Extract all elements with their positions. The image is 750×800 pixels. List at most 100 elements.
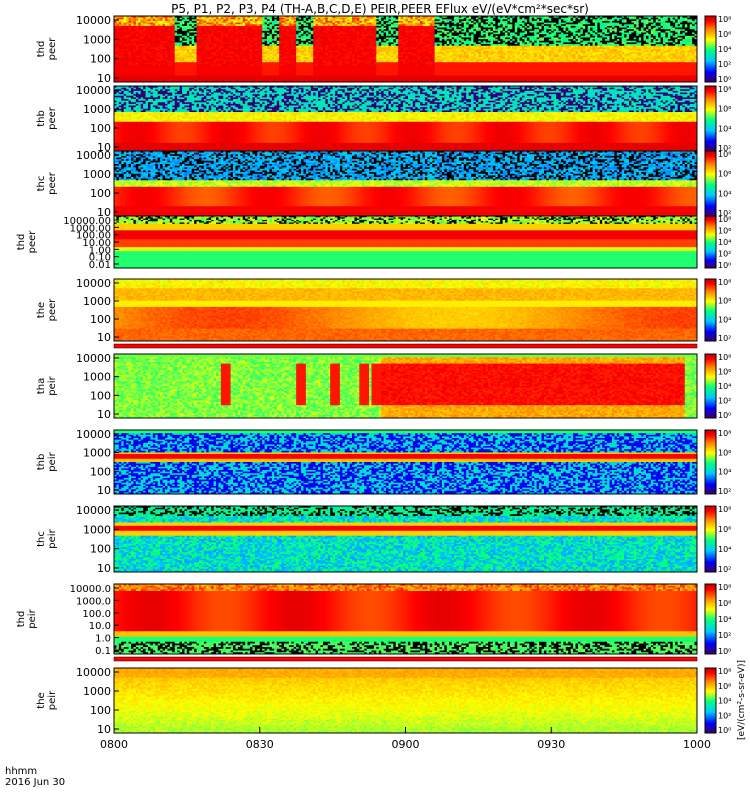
colorbar-tick-label: 10⁴ — [718, 468, 731, 477]
colorbar-tick-label: 10² — [718, 60, 731, 69]
spectrogram-image — [114, 506, 697, 572]
colorbar-tick-label: 10⁴ — [718, 545, 731, 554]
colorbar-tick-label: 10⁴ — [718, 315, 731, 324]
colorbar-tick-label: 10⁰ — [718, 261, 731, 270]
panel-label: thbpeer — [36, 106, 58, 130]
colorbar-tick-label: 10⁸ — [718, 667, 731, 676]
y-tick-label: 100 — [90, 313, 111, 326]
y-tick-label: 10.0 — [89, 621, 111, 632]
y-tick-label: 1000 — [83, 295, 111, 308]
colorbar — [705, 584, 716, 654]
panel-label: thbpeir — [36, 451, 58, 471]
colorbar-tick-label: 10⁰ — [718, 726, 731, 735]
y-tick-label: 1000 — [83, 447, 111, 460]
spectrogram-image — [114, 216, 697, 268]
colorbar-tick-label: 10⁶ — [718, 170, 731, 179]
colorbar — [705, 668, 716, 733]
y-tick-label: 10000 — [76, 352, 111, 365]
y-tick-label: 100 — [90, 465, 111, 478]
panel-label-line: peer — [47, 298, 58, 322]
colorbar-tick-label: 10⁴ — [718, 382, 731, 391]
colorbar-tick-label: 10² — [718, 711, 731, 720]
colorbar-tick-label: 10⁸ — [718, 278, 731, 287]
colorbar-tick-label: 10² — [718, 250, 731, 259]
y-tick-label: 10000 — [76, 14, 111, 27]
y-tick-label: 10000 — [76, 277, 111, 290]
spectrogram-image — [114, 279, 697, 341]
y-tick-label: 10000 — [76, 504, 111, 517]
colorbar-tick-label: 10⁴ — [718, 45, 731, 54]
colorbar-tick-label: 10⁶ — [718, 599, 731, 608]
panel-label-line: peir — [47, 690, 58, 710]
colorbar-tick-label: 10⁰ — [718, 75, 731, 84]
y-tick-label: 10 — [97, 331, 111, 344]
panel-label-line: peir — [47, 375, 58, 395]
y-tick-label: 10 — [97, 723, 111, 736]
spectrogram-image — [114, 86, 697, 151]
y-tick-label: 1000.0 — [76, 596, 111, 607]
colorbar-tick-label: 10⁶ — [718, 368, 731, 377]
panel-label: thcpeir — [36, 528, 58, 548]
panel-label: thcpeer — [36, 171, 58, 195]
panel-label-line: the — [36, 692, 47, 708]
spectrogram-image — [114, 16, 697, 82]
panel-label: thapeir — [36, 375, 58, 395]
panel-label-line: thd — [16, 611, 27, 628]
panel-separator — [114, 344, 697, 348]
panel-9: 10000.01000.0100.010.01.00.1thdpeir10⁸10… — [16, 583, 731, 657]
colorbar-tick-label: 10⁸ — [718, 583, 731, 592]
colorbar-tick-label: 10⁶ — [718, 448, 731, 457]
panel-separator — [114, 657, 697, 661]
y-tick-label: 1000 — [83, 371, 111, 384]
colorbar-tick-label: 10⁴ — [718, 238, 731, 247]
panel-label-line: thd — [16, 234, 27, 251]
colorbar — [705, 216, 716, 268]
panel-label-line: thc — [36, 176, 47, 192]
y-tick-label: 1.0 — [95, 634, 111, 645]
colorbar — [705, 506, 716, 572]
panel-label: thepeer — [36, 298, 58, 322]
panel-label: thdpeer — [16, 230, 38, 254]
y-tick-label: 0.1 — [95, 646, 111, 657]
x-tick-label: 1000 — [683, 738, 711, 751]
colorbar-tick-label: 10² — [718, 631, 731, 640]
spectrogram-image — [114, 584, 697, 654]
panel-label-line: tha — [36, 378, 47, 394]
y-tick-label: 1000 — [83, 33, 111, 46]
colorbar-tick-label: 10² — [718, 397, 731, 406]
spectrogram-image — [114, 354, 697, 418]
x-tick-label: 0930 — [537, 738, 565, 751]
colorbar-tick-label: 10² — [718, 487, 731, 496]
colorbar — [705, 86, 716, 151]
x-label-hhmm: hhmm — [5, 766, 37, 777]
y-tick-label: 100 — [90, 187, 111, 200]
x-tick-label: 0830 — [246, 738, 274, 751]
y-tick-label: 100 — [90, 543, 111, 556]
y-tick-label: 10000 — [76, 149, 111, 162]
colorbar-tick-label: 10⁶ — [718, 30, 731, 39]
colorbar-tick-label: 10⁶ — [718, 682, 731, 691]
colorbar-tick-label: 10⁰ — [718, 647, 731, 656]
colorbar-tick-label: 10⁸ — [718, 353, 731, 362]
y-tick-label: 10000.0 — [70, 584, 111, 595]
panel-label-line: peir — [47, 528, 58, 548]
colorbar-label: [eV/(cm²-s-sr-eV)] — [737, 660, 747, 740]
colorbar-tick-label: 10⁸ — [718, 429, 731, 438]
x-label-date: 2016 Jun 30 — [5, 777, 65, 788]
colorbar-tick-label: 10⁶ — [718, 525, 731, 534]
panel-label: thdpeer — [36, 37, 58, 61]
y-tick-label: 1000 — [83, 103, 111, 116]
panel-label-line: peir — [47, 451, 58, 471]
chart-title: P5, P1, P2, P3, P4 (TH-A,B,C,D,E) PEIR,P… — [171, 2, 589, 16]
colorbar-tick-label: 10⁶ — [718, 227, 731, 236]
colorbar-tick-label: 10⁴ — [718, 697, 731, 706]
colorbar-tick-label: 10² — [718, 334, 731, 343]
panel-label-line: thc — [36, 531, 47, 547]
panel-label-line: thb — [36, 110, 47, 127]
panel-label-line: thb — [36, 454, 47, 471]
